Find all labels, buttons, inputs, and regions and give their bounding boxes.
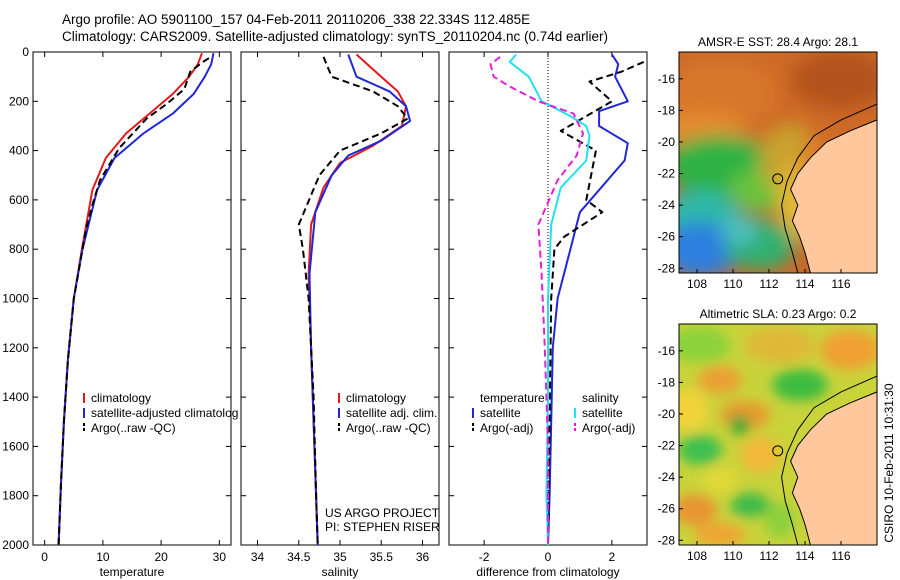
x-axis-label: salinity (322, 565, 359, 579)
x-tick-label: 10 (96, 550, 110, 564)
x-tick-label: 114 (795, 549, 814, 563)
land-mass (790, 391, 877, 545)
x-tick-label: 108 (687, 549, 707, 563)
y-tick-label: -20 (658, 407, 676, 421)
timestamp-stamp: CSIRO 10-Feb-2011 10:31:30 (882, 383, 896, 543)
y-tick-label: -18 (658, 375, 676, 389)
x-tick-label: 36 (416, 550, 430, 564)
x-tick-label: 114 (795, 277, 814, 291)
y-tick-label: 400 (9, 144, 29, 158)
panel-frame (32, 51, 232, 546)
y-tick-label: 2000 (2, 538, 29, 552)
legend-label: satellite adj. clim. (346, 406, 437, 420)
x-tick-label: 112 (759, 277, 778, 291)
x-tick-label: 0 (41, 550, 48, 564)
series-line-argo-raw-qc- (297, 56, 409, 545)
y-tick-label: -28 (658, 261, 676, 275)
argo-position-marker (772, 445, 784, 457)
y-tick-label: 1800 (2, 489, 29, 503)
x-tick-label: 30 (213, 550, 227, 564)
x-axis-label: difference from climatology (476, 565, 619, 579)
annotation-project: US ARGO PROJECT (325, 506, 440, 520)
y-tick-label: 1000 (2, 292, 29, 306)
figure-title-line2: Climatology: CARS2009. Satellite-adjuste… (62, 29, 609, 44)
y-tick-label: -20 (658, 135, 676, 149)
shelf-contour (781, 375, 877, 545)
x-tick-label: 116 (831, 277, 850, 291)
y-tick-label: -28 (658, 533, 676, 547)
series-group (57, 52, 215, 545)
legend-label: climatology (91, 391, 151, 405)
x-tick-label: 108 (687, 277, 707, 291)
land-mass (790, 119, 877, 273)
map-title: Altimetric SLA: 0.23 Argo: 0.2 (700, 307, 857, 321)
series-line-salinity-argo-adj- (489, 56, 585, 545)
legend-label: climatology (346, 391, 406, 405)
coast-group (781, 375, 877, 545)
coast-group (781, 103, 877, 273)
y-tick-label: -22 (658, 167, 676, 181)
x-tick-label: 112 (759, 549, 778, 563)
y-tick-label: 800 (9, 242, 29, 256)
x-tick-label: 20 (154, 550, 168, 564)
series-group (297, 53, 412, 545)
x-axis-label: temperature (100, 565, 165, 579)
x-tick-label: 34.5 (287, 550, 311, 564)
panel-frame (240, 51, 440, 546)
y-tick-label: 1200 (2, 341, 29, 355)
series-line-temperature-argo-adj- (547, 60, 645, 545)
annotation-pi: PI: STEPHEN RISER (325, 520, 440, 534)
map-overlay-1: 108 110 112 114 116 -16 -18 -20 -22 -24 -26 -28 AMSR… (658, 35, 877, 291)
x-tick-label: 110 (723, 549, 742, 563)
legend-title-salinity: salinity (582, 391, 619, 405)
x-tick-label: 35.5 (370, 550, 394, 564)
legend-title-temperature: temperature (480, 391, 545, 405)
x-tick-label: 35 (333, 550, 347, 564)
series-line-salinity-satellite (508, 53, 591, 545)
y-tick-label: -22 (658, 439, 676, 453)
y-tick-label: -18 (658, 103, 676, 117)
y-tick-label: -26 (658, 502, 676, 516)
legend-label: Argo(-adj) (582, 421, 635, 435)
legend-label: satellite (480, 406, 521, 420)
x-tick-label: 2 (609, 550, 616, 564)
y-tick-label: -16 (658, 72, 676, 86)
shelf-contour (781, 103, 877, 273)
figure-title-line1: Argo profile: AO 5901100_157 04-Feb-2011… (62, 12, 531, 27)
legend-label: Argo(-adj) (480, 421, 533, 435)
legend-label: satellite (582, 406, 623, 420)
x-tick-label: 34 (251, 550, 265, 564)
argo-position-marker (772, 173, 784, 185)
series-group (489, 53, 645, 545)
y-tick-label: -24 (658, 198, 676, 212)
y-tick-label: -26 (658, 230, 676, 244)
x-tick-label: -2 (479, 550, 490, 564)
profile-panel-1: 0 10 20 30 temperature 0 200 400 600 800 1000 1200 1… (2, 45, 232, 579)
y-tick-label: -24 (658, 470, 676, 484)
y-tick-label: 200 (9, 94, 29, 108)
y-tick-label: 1600 (2, 439, 29, 453)
profile-panel-2: 34 34.5 35 35.5 36 salinity (240, 51, 440, 579)
legend-label: Argo(..raw -QC) (91, 421, 176, 435)
x-tick-label: 0 (545, 550, 552, 564)
series-line-temperature-satellite (547, 53, 629, 545)
legend-label: Argo(..raw -QC) (346, 421, 431, 435)
y-tick-label: -16 (658, 344, 676, 358)
x-tick-label: 110 (723, 277, 742, 291)
x-tick-label: 116 (831, 549, 850, 563)
legend-label: satellite-adjusted climatolog (91, 406, 238, 420)
y-tick-label: 0 (22, 45, 29, 59)
sst-map (679, 52, 877, 273)
y-tick-label: 1400 (2, 390, 29, 404)
series-line-argo-raw-qc- (57, 57, 210, 545)
map-title: AMSR-E SST: 28.4 Argo: 28.1 (698, 35, 858, 49)
y-tick-label: 600 (9, 193, 29, 207)
map-overlay-2: 108 110 112 114 116 -16 -18 -20 -22 -24 -26 -28 Alti… (658, 307, 877, 563)
